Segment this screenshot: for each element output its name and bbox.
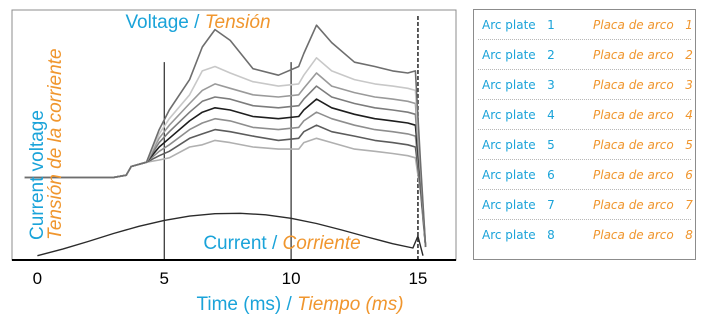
legend-label-en: Arc plate 3 <box>482 78 555 92</box>
legend-label-es: Placa de arco 8 <box>593 228 693 242</box>
x-axis-label-sep: / <box>281 294 297 315</box>
chart-title-en: Voltage <box>125 12 188 33</box>
legend-label-en: Arc plate 7 <box>482 198 555 212</box>
legend-item: Arc plate 7 Placa de arco 7 <box>474 190 695 220</box>
legend-item: Arc plate 8 Placa de arco 8 <box>474 220 695 250</box>
legend-item: Arc plate 5 Placa de arco 5 <box>474 130 695 160</box>
legend-item: Arc plate 4 Placa de arco 4 <box>474 100 695 130</box>
legend-label-es: Placa de arco 2 <box>593 48 693 62</box>
chart-title-sep: / <box>189 12 205 33</box>
legend-item: Arc plate 1 Placa de arco 1 <box>474 10 695 40</box>
legend-divider <box>478 129 691 130</box>
legend-label-en: Arc plate 1 <box>482 18 555 32</box>
legend-divider <box>478 189 691 190</box>
current-label-en: Current <box>203 233 267 254</box>
legend-label-en: Arc plate 4 <box>482 108 555 122</box>
x-axis-label-es: Tiempo (ms) <box>297 294 403 315</box>
legend-divider <box>478 159 691 160</box>
voltage-series-line <box>24 24 427 248</box>
legend-divider <box>478 99 691 100</box>
current-series-line <box>37 212 424 257</box>
plot-frame <box>11 9 457 261</box>
x-axis-label-en: Time (ms) <box>196 294 281 315</box>
y-axis-label-en: Current voltage <box>27 110 48 240</box>
legend: Arc plate 1 Placa de arco 1 Arc plate 2 … <box>473 9 696 260</box>
legend-label-es: Placa de arco 3 <box>593 78 693 92</box>
legend-label-en: Arc plate 5 <box>482 138 555 152</box>
legend-label-en: Arc plate 2 <box>482 48 555 62</box>
x-axis-label: Time (ms) / Tiempo (ms) <box>196 294 403 315</box>
legend-label-es: Placa de arco 1 <box>593 18 693 32</box>
x-tick-label: 0 <box>33 269 42 288</box>
legend-label-es: Placa de arco 7 <box>593 198 693 212</box>
current-label-es: Corriente <box>283 233 361 254</box>
legend-item: Arc plate 6 Placa de arco 6 <box>474 160 695 190</box>
legend-label-es: Placa de arco 4 <box>593 108 693 122</box>
chart-title-es: Tensión <box>205 12 271 33</box>
legend-item: Arc plate 3 Placa de arco 3 <box>474 70 695 100</box>
legend-label-en: Arc plate 6 <box>482 168 555 182</box>
current-label: Current / Corriente <box>203 233 360 254</box>
legend-divider <box>478 69 691 70</box>
x-tick-label: 5 <box>159 269 168 288</box>
legend-label-en: Arc plate 8 <box>482 228 555 242</box>
legend-divider <box>478 219 691 220</box>
legend-divider <box>478 39 691 40</box>
legend-item: Arc plate 2 Placa de arco 2 <box>474 40 695 70</box>
y-axis-label-es: Tensión de la corriente <box>45 48 66 240</box>
x-tick-label: 10 <box>282 269 301 288</box>
x-tick-label: 15 <box>408 269 427 288</box>
legend-label-es: Placa de arco 6 <box>593 168 693 182</box>
legend-label-es: Placa de arco 5 <box>593 138 693 152</box>
current-label-sep: / <box>267 233 283 254</box>
chart-title: Voltage / Tensión <box>125 12 270 33</box>
